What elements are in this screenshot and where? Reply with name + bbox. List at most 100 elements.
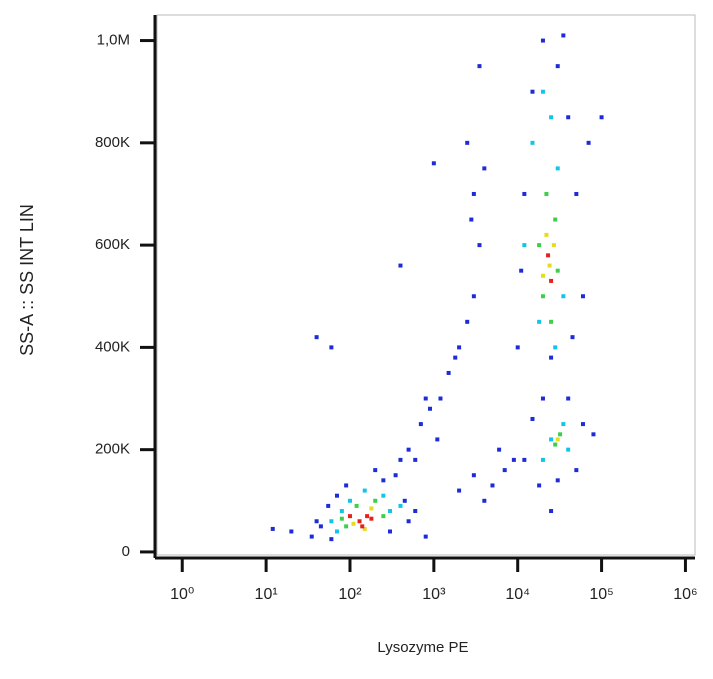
point bbox=[490, 483, 495, 488]
point bbox=[465, 319, 470, 324]
x-tick-label: 10² bbox=[338, 586, 362, 603]
point bbox=[381, 514, 386, 519]
point bbox=[469, 217, 474, 222]
point bbox=[270, 526, 275, 531]
point bbox=[314, 519, 319, 524]
point bbox=[561, 422, 566, 427]
point bbox=[398, 457, 403, 462]
point bbox=[318, 524, 323, 529]
point bbox=[549, 319, 554, 324]
point bbox=[357, 519, 362, 524]
point bbox=[511, 457, 516, 462]
point bbox=[566, 115, 571, 120]
point bbox=[453, 355, 458, 360]
y-tick-label: 800K bbox=[95, 134, 130, 151]
point bbox=[566, 396, 571, 401]
point bbox=[580, 422, 585, 427]
point bbox=[344, 483, 349, 488]
point bbox=[555, 166, 560, 171]
point bbox=[555, 268, 560, 273]
point bbox=[537, 483, 542, 488]
point bbox=[369, 516, 374, 521]
point bbox=[339, 509, 344, 514]
point bbox=[413, 457, 418, 462]
point bbox=[381, 478, 386, 483]
point bbox=[555, 64, 560, 69]
point bbox=[537, 319, 542, 324]
point bbox=[465, 140, 470, 145]
y-tick-label: 600K bbox=[95, 236, 130, 253]
point bbox=[482, 166, 487, 171]
point bbox=[351, 521, 356, 526]
point bbox=[309, 534, 314, 539]
point bbox=[457, 345, 462, 350]
point bbox=[580, 294, 585, 299]
point bbox=[515, 345, 520, 350]
point bbox=[387, 509, 392, 514]
point bbox=[428, 406, 433, 411]
point bbox=[549, 355, 554, 360]
point bbox=[360, 524, 365, 529]
point bbox=[537, 243, 542, 248]
point bbox=[540, 89, 545, 94]
x-axis-label: Lysozyme PE bbox=[377, 639, 468, 656]
point bbox=[369, 506, 374, 511]
point bbox=[547, 263, 552, 268]
point bbox=[402, 498, 407, 503]
point bbox=[438, 396, 443, 401]
point bbox=[457, 488, 462, 493]
point bbox=[314, 335, 319, 340]
point bbox=[354, 503, 359, 508]
point bbox=[362, 488, 367, 493]
point bbox=[398, 503, 403, 508]
y-tick-label: 200K bbox=[95, 441, 130, 458]
point bbox=[540, 273, 545, 278]
y-tick-label: 1,0M bbox=[97, 32, 130, 49]
point bbox=[522, 457, 527, 462]
point bbox=[549, 509, 554, 514]
point bbox=[544, 191, 549, 196]
point bbox=[334, 493, 339, 498]
point bbox=[423, 396, 428, 401]
x-tick-label: 10¹ bbox=[255, 586, 278, 603]
point bbox=[329, 519, 334, 524]
point bbox=[561, 294, 566, 299]
point bbox=[519, 268, 524, 273]
point bbox=[570, 335, 575, 340]
point bbox=[497, 447, 502, 452]
point bbox=[329, 537, 334, 542]
point bbox=[553, 442, 558, 447]
point bbox=[599, 115, 604, 120]
point bbox=[326, 503, 331, 508]
point bbox=[381, 493, 386, 498]
point bbox=[574, 468, 579, 473]
point bbox=[471, 191, 476, 196]
point bbox=[549, 437, 554, 442]
point bbox=[329, 345, 334, 350]
point bbox=[387, 529, 392, 534]
x-tick-label: 10³ bbox=[422, 586, 446, 603]
point bbox=[530, 89, 535, 94]
point bbox=[413, 509, 418, 514]
point bbox=[365, 514, 370, 519]
point bbox=[477, 243, 482, 248]
point bbox=[549, 278, 554, 283]
point bbox=[477, 64, 482, 69]
point bbox=[446, 370, 451, 375]
plot-frame bbox=[156, 14, 696, 556]
point bbox=[551, 243, 556, 248]
point bbox=[347, 514, 352, 519]
x-tick-label: 10⁰ bbox=[170, 586, 194, 603]
point bbox=[373, 468, 378, 473]
point bbox=[334, 529, 339, 534]
point bbox=[482, 498, 487, 503]
point bbox=[566, 447, 571, 452]
point bbox=[471, 294, 476, 299]
point bbox=[339, 516, 344, 521]
point bbox=[398, 263, 403, 268]
point bbox=[471, 473, 476, 478]
point bbox=[347, 498, 352, 503]
y-tick-label: 400K bbox=[95, 338, 130, 355]
point bbox=[555, 437, 560, 442]
